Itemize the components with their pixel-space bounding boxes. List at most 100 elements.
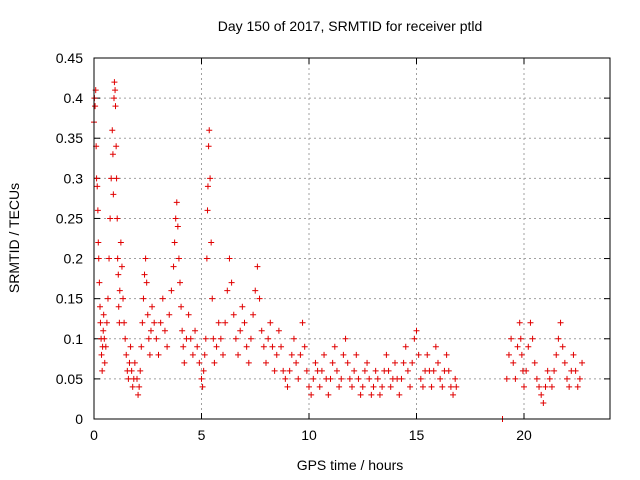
data-point [125,375,132,382]
data-point [529,335,536,342]
data-point [134,375,140,382]
data-point [215,319,222,326]
data-point [166,311,173,318]
data-point [413,327,420,334]
data-point [110,191,117,198]
data-point [310,375,317,382]
data-point [574,383,581,390]
data-point [404,367,411,374]
data-point [113,175,120,182]
data-point [280,367,287,374]
data-point [252,287,259,294]
data-point [516,319,523,326]
x-axis-title: GPS time / hours [297,457,404,473]
data-point [203,255,210,262]
data-point [435,359,441,366]
data-point [110,95,117,102]
grid-lines [94,58,610,419]
data-point [544,367,551,374]
data-point [107,215,114,222]
data-point [241,319,248,326]
y-axis-title: SRMTID / TECUs [6,183,22,293]
data-point [230,311,237,318]
data-point [286,367,293,374]
data-point [357,391,364,398]
data-point [290,335,297,342]
data-point [100,327,107,334]
y-tick-label: 0.2 [64,251,84,267]
x-tick-label: 20 [516,427,532,443]
data-point [278,343,285,350]
data-point [239,303,246,310]
data-point [366,375,373,382]
data-point [98,351,105,358]
y-tick-label: 0.1 [64,331,84,347]
data-point [146,351,153,358]
data-point [372,367,379,374]
data-point [579,359,586,366]
data-point [392,359,398,366]
data-point [168,287,175,294]
data-point [445,367,452,374]
data-point [443,351,450,358]
y-tick-label: 0.4 [64,90,84,106]
data-point [99,367,106,374]
data-point [153,335,160,342]
data-point [267,319,274,326]
data-point [122,335,129,342]
data-point [206,127,213,134]
data-point [349,383,355,390]
data-point [178,303,185,310]
data-point [237,327,244,334]
data-point [306,383,312,390]
data-point [398,375,405,382]
data-point [387,383,394,390]
data-point [379,383,386,390]
data-point [139,319,146,326]
data-point [297,351,304,358]
data-point [101,335,108,342]
data-point [118,263,125,270]
data-point [235,351,242,358]
data-point [95,239,102,246]
y-tick-label: 0 [75,411,83,427]
data-point [204,183,211,190]
data-point [450,391,457,398]
data-point [551,367,558,374]
data-point [201,351,208,358]
data-point [452,375,459,382]
data-point [359,383,366,390]
plot-frame [93,57,611,420]
data-point [117,239,124,246]
data-point [109,151,116,158]
data-point [385,367,392,374]
data-point [256,295,263,302]
data-point [232,335,239,342]
data-point [517,335,524,342]
data-point [92,103,99,110]
data-point [424,351,431,358]
data-point [555,335,562,342]
data-point [185,311,192,318]
data-point [172,215,179,222]
data-point [208,239,215,246]
data-point [407,383,414,390]
data-point [299,319,306,326]
data-point [137,367,144,374]
x-tick-label: 15 [409,427,425,443]
data-point [510,359,517,366]
data-point [321,351,328,358]
data-point [194,343,201,350]
data-point [368,391,375,398]
data-point [149,303,156,310]
data-point [540,399,547,406]
data-point [250,311,257,318]
data-point [129,383,136,390]
data-point [409,359,416,366]
data-point [260,343,267,350]
data-point [512,375,519,382]
data-point [213,343,220,350]
data-point [108,175,115,182]
data-point [121,319,128,326]
